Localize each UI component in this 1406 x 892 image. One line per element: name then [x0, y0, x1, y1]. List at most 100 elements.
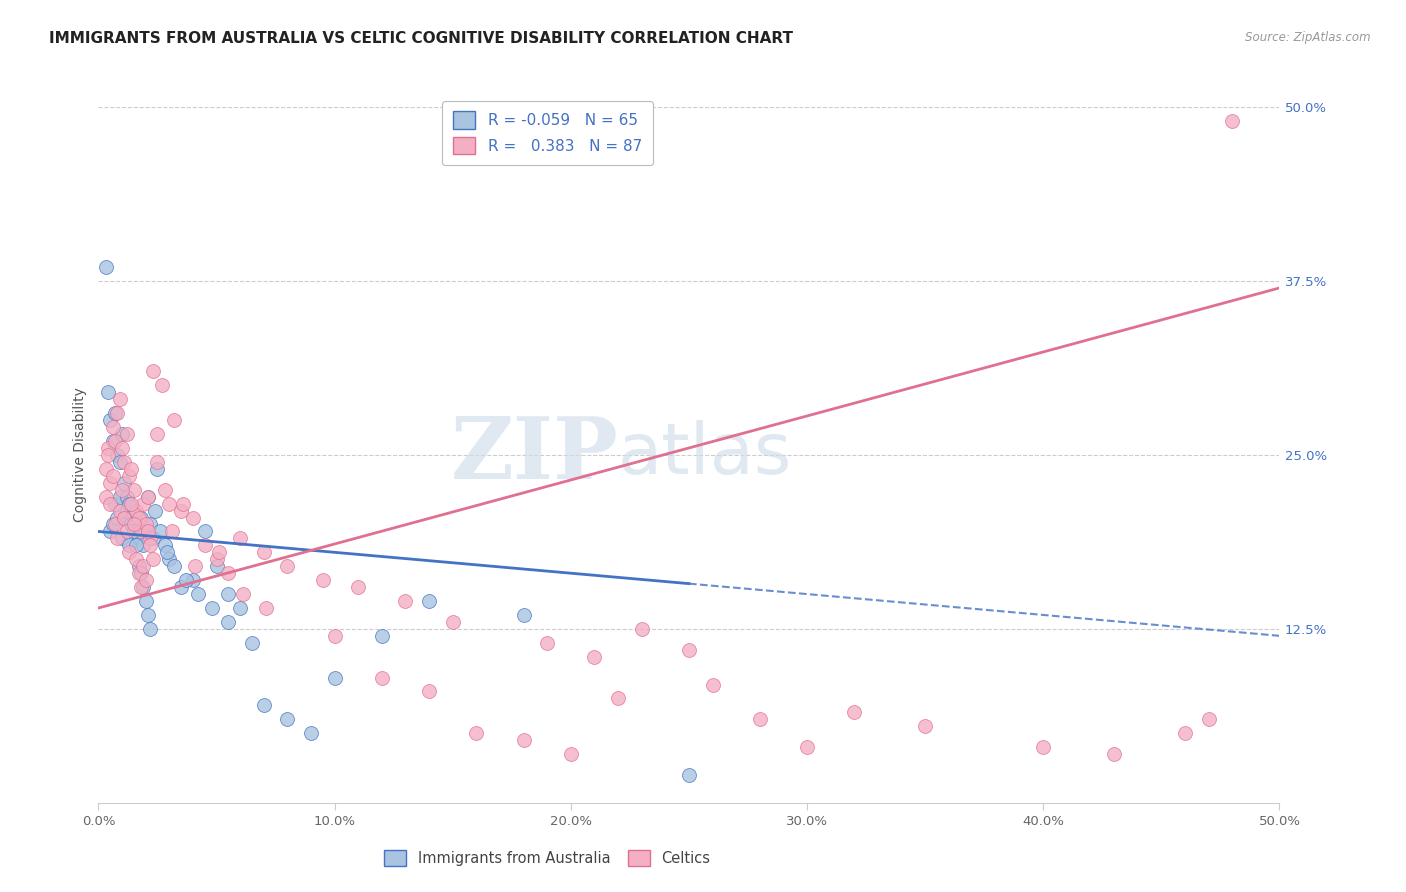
- Point: [160, 524, 183, 539]
- Point: [132, 538, 155, 552]
- Text: atlas: atlas: [619, 420, 793, 490]
- Point: [112, 510, 135, 524]
- Point: [607, 691, 630, 706]
- Point: [129, 566, 152, 581]
- Text: IMMIGRANTS FROM AUSTRALIA VS CELTIC COGNITIVE DISABILITY CORRELATION CHART: IMMIGRANTS FROM AUSTRALIA VS CELTIC COGN…: [49, 31, 793, 46]
- Point: [156, 545, 179, 559]
- Point: [112, 455, 135, 469]
- Point: [170, 580, 193, 594]
- Point: [121, 497, 143, 511]
- Point: [323, 671, 346, 685]
- Point: [844, 706, 866, 720]
- Point: [115, 427, 138, 442]
- Point: [94, 260, 117, 274]
- Point: [135, 517, 157, 532]
- Point: [111, 483, 134, 497]
- Point: [125, 503, 148, 517]
- Point: [217, 587, 239, 601]
- Point: [97, 385, 120, 400]
- Point: [276, 712, 298, 726]
- Point: [108, 455, 131, 469]
- Point: [240, 636, 263, 650]
- Point: [150, 378, 173, 392]
- Point: [104, 517, 127, 532]
- Point: [142, 532, 165, 546]
- Point: [136, 490, 159, 504]
- Point: [115, 503, 138, 517]
- Point: [122, 524, 145, 539]
- Point: [125, 538, 148, 552]
- Point: [111, 532, 134, 546]
- Point: [122, 483, 145, 497]
- Point: [115, 490, 138, 504]
- Point: [630, 622, 652, 636]
- Point: [118, 497, 141, 511]
- Point: [94, 462, 117, 476]
- Point: [184, 559, 207, 574]
- Point: [142, 552, 165, 566]
- Point: [418, 594, 440, 608]
- Point: [229, 601, 252, 615]
- Point: [217, 615, 239, 629]
- Point: [143, 503, 166, 517]
- Text: Source: ZipAtlas.com: Source: ZipAtlas.com: [1246, 31, 1371, 45]
- Point: [1220, 114, 1243, 128]
- Point: [347, 580, 370, 594]
- Point: [97, 448, 120, 462]
- Point: [465, 726, 488, 740]
- Point: [371, 629, 394, 643]
- Point: [371, 671, 394, 685]
- Point: [108, 490, 131, 504]
- Point: [135, 524, 157, 539]
- Point: [136, 524, 159, 539]
- Point: [118, 468, 141, 483]
- Point: [914, 719, 936, 733]
- Point: [796, 740, 818, 755]
- Point: [98, 497, 121, 511]
- Point: [276, 559, 298, 574]
- Point: [678, 642, 700, 657]
- Point: [139, 538, 162, 552]
- Point: [163, 413, 186, 427]
- Point: [128, 566, 150, 581]
- Point: [231, 587, 253, 601]
- Point: [139, 517, 162, 532]
- Point: [128, 510, 150, 524]
- Legend: Immigrants from Australia, Celtics: Immigrants from Australia, Celtics: [378, 845, 716, 872]
- Point: [149, 524, 172, 539]
- Point: [170, 503, 193, 517]
- Point: [104, 497, 127, 511]
- Point: [702, 677, 724, 691]
- Point: [101, 517, 124, 532]
- Point: [1032, 740, 1054, 755]
- Point: [394, 594, 416, 608]
- Point: [312, 573, 335, 587]
- Point: [132, 580, 155, 594]
- Point: [146, 427, 169, 442]
- Point: [98, 413, 121, 427]
- Point: [201, 601, 224, 615]
- Point: [229, 532, 252, 546]
- Point: [135, 594, 157, 608]
- Point: [135, 573, 157, 587]
- Point: [748, 712, 770, 726]
- Point: [1174, 726, 1197, 740]
- Point: [512, 607, 534, 622]
- Point: [121, 517, 143, 532]
- Point: [536, 636, 558, 650]
- Point: [108, 392, 131, 407]
- Point: [583, 649, 606, 664]
- Point: [122, 517, 145, 532]
- Point: [560, 747, 582, 761]
- Point: [129, 524, 152, 539]
- Point: [253, 698, 276, 713]
- Point: [678, 768, 700, 782]
- Point: [136, 490, 159, 504]
- Point: [194, 524, 217, 539]
- Y-axis label: Cognitive Disability: Cognitive Disability: [73, 387, 87, 523]
- Point: [139, 622, 162, 636]
- Point: [217, 566, 239, 581]
- Point: [1198, 712, 1220, 726]
- Point: [208, 545, 231, 559]
- Point: [94, 490, 117, 504]
